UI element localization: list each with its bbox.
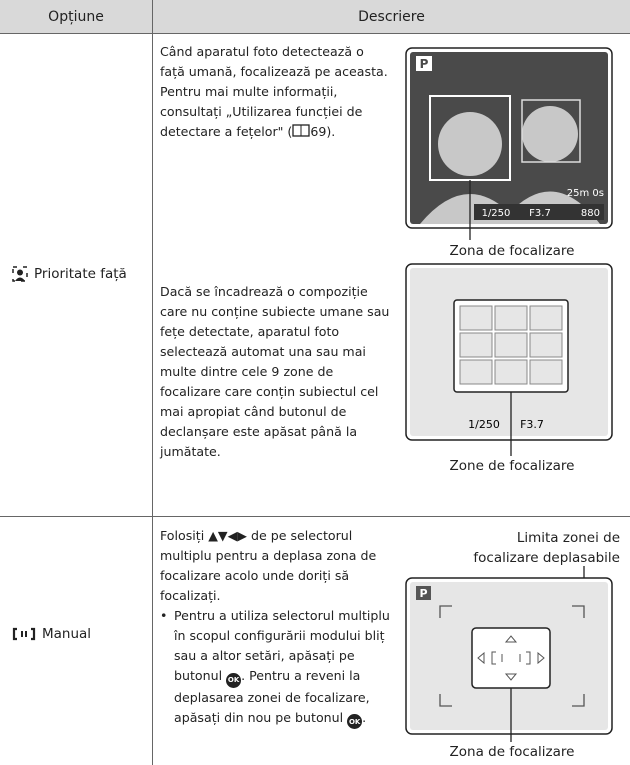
option-cell: Prioritate față [12, 266, 127, 282]
mode-label: P [420, 57, 429, 71]
callout-line: focalizare deplasabile [473, 550, 620, 566]
graphic [459, 332, 493, 358]
callout-line: Limita zonei de [516, 530, 620, 546]
paragraph: Dacă se încadrează o compoziție care nu … [160, 282, 392, 462]
graphic [572, 605, 585, 618]
graphic [494, 305, 528, 331]
graphic [572, 694, 585, 707]
graphic [537, 651, 545, 665]
graphic [439, 605, 452, 618]
graphic [529, 332, 563, 358]
paragraph: Când aparatul foto detectează o față uma… [160, 42, 392, 142]
graphic [15, 277, 25, 281]
graphic [504, 673, 518, 681]
row-divider [0, 516, 630, 517]
graphic [477, 635, 545, 681]
graphic [529, 305, 563, 331]
graphic [529, 359, 563, 385]
aperture: F3.7 [520, 418, 544, 431]
bullet-text: . [362, 709, 367, 725]
graphic [17, 269, 23, 276]
graphic [12, 266, 28, 282]
graphic [494, 332, 528, 358]
header-text: Opțiune [48, 8, 104, 25]
paragraph-text: Dacă se încadrează o compoziție care nu … [160, 284, 390, 459]
arrows: ▲▼◀▶ [208, 528, 247, 543]
shots: 880 [581, 208, 600, 219]
shutter: 1/250 [482, 208, 511, 219]
aperture: F3.7 [529, 208, 551, 219]
column-divider [152, 0, 153, 765]
book-icon [292, 124, 310, 137]
graphic [439, 694, 452, 707]
graphic [459, 305, 563, 385]
page-ref: 69). [310, 124, 336, 139]
graphic [477, 651, 485, 665]
bullet: • Pentru a utiliza selectorul multiplu în… [160, 606, 392, 729]
bullet-text: Pentru a utiliza selectorul multiplu în … [174, 608, 390, 683]
graphic [491, 651, 531, 665]
graphic [521, 99, 581, 163]
remaining-time: 25m 0s [567, 188, 604, 199]
graphic [522, 106, 578, 162]
caption: Zone de focalizare [449, 458, 575, 474]
manual-icon [12, 627, 36, 641]
paragraph-text: Când aparatul foto detectează o față uma… [160, 44, 388, 139]
graphic [439, 605, 585, 707]
mode-label: P [419, 587, 427, 600]
option-cell: Manual [12, 626, 91, 642]
graphic [438, 112, 502, 176]
callout: Limita zonei de focalizare deplasabile [473, 528, 620, 568]
face-icon [12, 266, 28, 282]
bullet-dot: • [160, 608, 168, 623]
paragraph: Folosiți ▲▼◀▶ de pe selectorul multiplu … [160, 526, 392, 606]
graphic [459, 305, 493, 331]
screen-face: P 1/250 F3.7 880 25m 0s [405, 47, 613, 240]
ok-icon: OK [226, 672, 242, 688]
header-cell: Opțiune [0, 0, 152, 34]
paragraph-text: de pe selectorul multiplu pentru a depla… [160, 528, 377, 603]
graphic [474, 204, 604, 220]
graphic [416, 56, 432, 71]
graphic [494, 359, 528, 385]
screen-manual: P [405, 566, 613, 742]
paragraph-text: Folosiți [160, 528, 209, 543]
shutter: 1/250 [468, 418, 500, 431]
option-text: Prioritate față [34, 266, 127, 282]
ok-icon: OK [347, 714, 363, 729]
option-text: Manual [42, 626, 92, 642]
header-text: Descriere [358, 8, 425, 25]
bullet-text: . Pentru a reveni la deplasarea zonei de… [174, 668, 370, 725]
graphic [416, 586, 431, 600]
graphic [504, 635, 518, 643]
graphic [12, 627, 36, 641]
caption: Zona de focalizare [449, 243, 575, 259]
screen-zones: 1/250 F3.7 [405, 263, 613, 456]
graphic [459, 359, 493, 385]
caption: Zona de focalizare [449, 744, 575, 760]
header-cell: Descriere [153, 0, 630, 34]
